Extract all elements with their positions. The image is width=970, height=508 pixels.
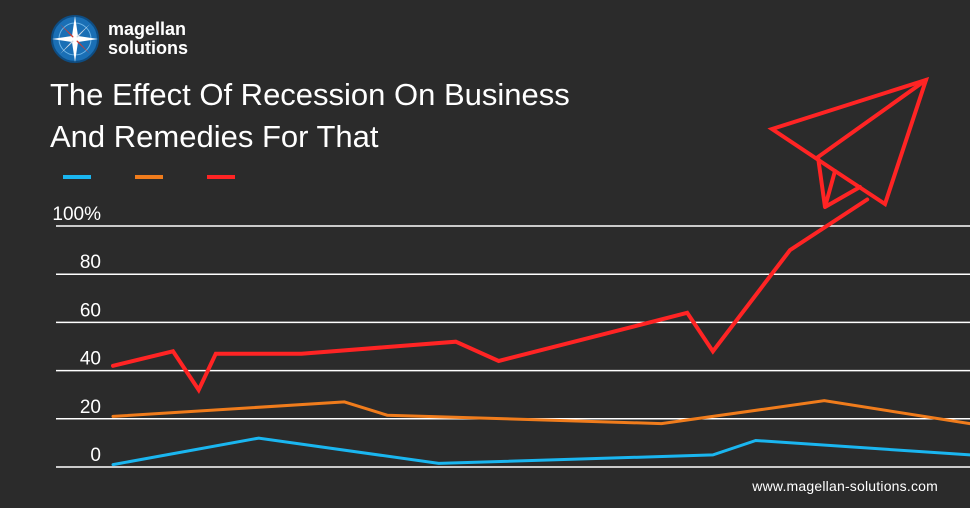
y-tick-label: 0 — [90, 445, 101, 466]
plane-wing-outline — [767, 76, 930, 208]
paper-plane-icon — [767, 76, 930, 209]
y-tick-label: 40 — [80, 349, 101, 370]
brand-name-line1: magellan — [108, 19, 187, 39]
y-tick-label: 100% — [52, 204, 101, 225]
plane-tail — [823, 185, 862, 209]
series-line — [111, 197, 870, 394]
brand-name-line2: solutions — [108, 38, 188, 58]
brand-logo: magellan solutions — [50, 14, 188, 64]
series-line — [111, 399, 970, 426]
y-tick-label: 20 — [80, 397, 101, 418]
y-tick-label: 80 — [80, 252, 101, 273]
y-tick-labels: 100% 80 60 40 20 0 — [52, 204, 101, 466]
brand-wordmark: magellan solutions — [108, 20, 188, 58]
title-line2: And Remedies For That — [50, 119, 379, 154]
title-line1: The Effect Of Recession On Business — [50, 77, 570, 112]
page-title: The Effect Of Recession On Business And … — [50, 74, 710, 158]
plane-body — [815, 78, 928, 208]
series-lines — [111, 197, 970, 467]
compass-icon — [51, 15, 99, 63]
website-url: www.magellan-solutions.com — [752, 478, 938, 494]
series-line — [111, 436, 970, 467]
y-tick-label: 60 — [80, 300, 101, 321]
grid-lines — [56, 225, 970, 468]
